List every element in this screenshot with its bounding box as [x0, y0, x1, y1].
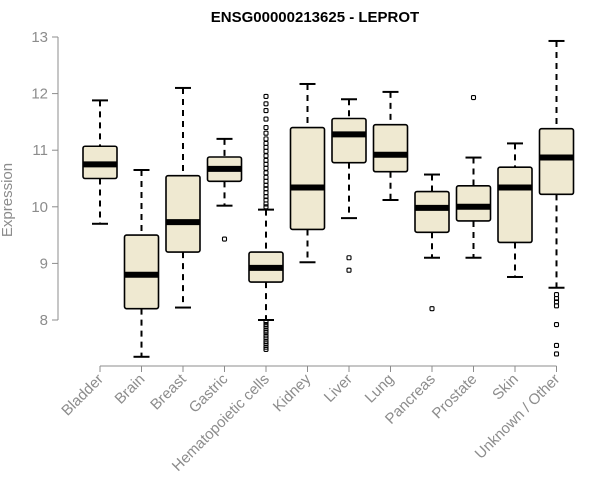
outlier-point: [263, 174, 269, 180]
y-tick-label: 10: [31, 199, 48, 216]
x-tick-label: Skin: [489, 371, 522, 404]
outlier-point: [553, 321, 560, 328]
outlier-point: [263, 186, 269, 192]
outlier-point: [263, 327, 269, 333]
box-breast: [165, 86, 201, 309]
y-axis-label: Expression: [0, 163, 16, 237]
box-iqr: [372, 123, 409, 173]
y-tick-label: 13: [31, 29, 48, 46]
box-iqr: [497, 166, 533, 244]
outlier-point: [553, 291, 560, 298]
outlier-point: [263, 201, 269, 207]
box-liver: [331, 98, 367, 273]
outlier-point: [263, 319, 269, 325]
chart-title: ENSG00000213625 - LEPROT: [211, 9, 419, 26]
outlier-point: [263, 321, 269, 328]
outlier-point: [263, 170, 269, 176]
box-iqr: [165, 174, 201, 253]
outlier-point: [263, 116, 269, 122]
box-brain: [123, 169, 160, 358]
box-iqr: [289, 126, 326, 231]
y-tick-label: 9: [40, 255, 48, 272]
outlier-point: [263, 101, 269, 107]
outlier-point: [263, 140, 269, 146]
y-tick-label: 11: [32, 142, 48, 159]
outlier-point: [263, 136, 269, 142]
outlier-point: [429, 306, 435, 312]
x-tick-label: Bladder: [58, 371, 107, 420]
outlier-point: [263, 108, 269, 114]
box-iqr: [414, 190, 450, 234]
box-lung: [372, 90, 409, 202]
outlier-point: [263, 338, 269, 345]
outlier-point: [553, 303, 560, 309]
outlier-point: [263, 144, 269, 150]
box-hematopoietic-cells: [248, 93, 284, 352]
outlier-point: [263, 344, 269, 350]
outlier-point: [263, 161, 269, 167]
x-tick-label: Lung: [362, 371, 398, 407]
outlier-point: [470, 95, 477, 101]
outlier-point: [263, 130, 269, 136]
box-series: [82, 39, 575, 358]
outlier-point: [263, 204, 269, 210]
outlier-point: [263, 157, 269, 163]
box-bladder: [82, 99, 118, 225]
outlier-point: [263, 153, 269, 159]
x-tick-label: Brain: [112, 371, 149, 408]
outlier-point: [263, 93, 269, 99]
box-unknown-other: [538, 39, 575, 357]
y-tick-label: 8: [40, 312, 48, 329]
outlier-point: [553, 351, 560, 357]
outlier-point: [553, 299, 560, 305]
outlier-point: [346, 267, 352, 273]
outlier-point: [221, 236, 228, 242]
y-axis: 8 9 10 11 12 13: [31, 29, 59, 329]
box-kidney: [289, 82, 326, 264]
outlier-point: [263, 148, 269, 154]
x-tick-label: Liver: [321, 371, 356, 406]
x-tick-label: Breast: [147, 370, 190, 413]
box-iqr: [538, 127, 575, 196]
box-iqr: [455, 185, 492, 222]
box-iqr: [331, 117, 367, 164]
outlier-point: [263, 165, 269, 171]
outlier-point: [263, 333, 269, 339]
outlier-point: [346, 255, 352, 261]
outlier-point: [263, 125, 269, 131]
box-skin: [497, 142, 533, 278]
box-gastric: [206, 137, 243, 242]
y-tick-label: 12: [31, 86, 48, 103]
outlier-point: [263, 178, 269, 184]
outlier-point: [263, 190, 269, 196]
outlier-point: [263, 197, 269, 203]
box-pancreas: [414, 173, 450, 312]
box-prostate: [455, 95, 492, 259]
outlier-point: [553, 342, 560, 349]
x-tick-label: Prostate: [429, 371, 481, 423]
x-tick-label: Kidney: [270, 370, 315, 415]
